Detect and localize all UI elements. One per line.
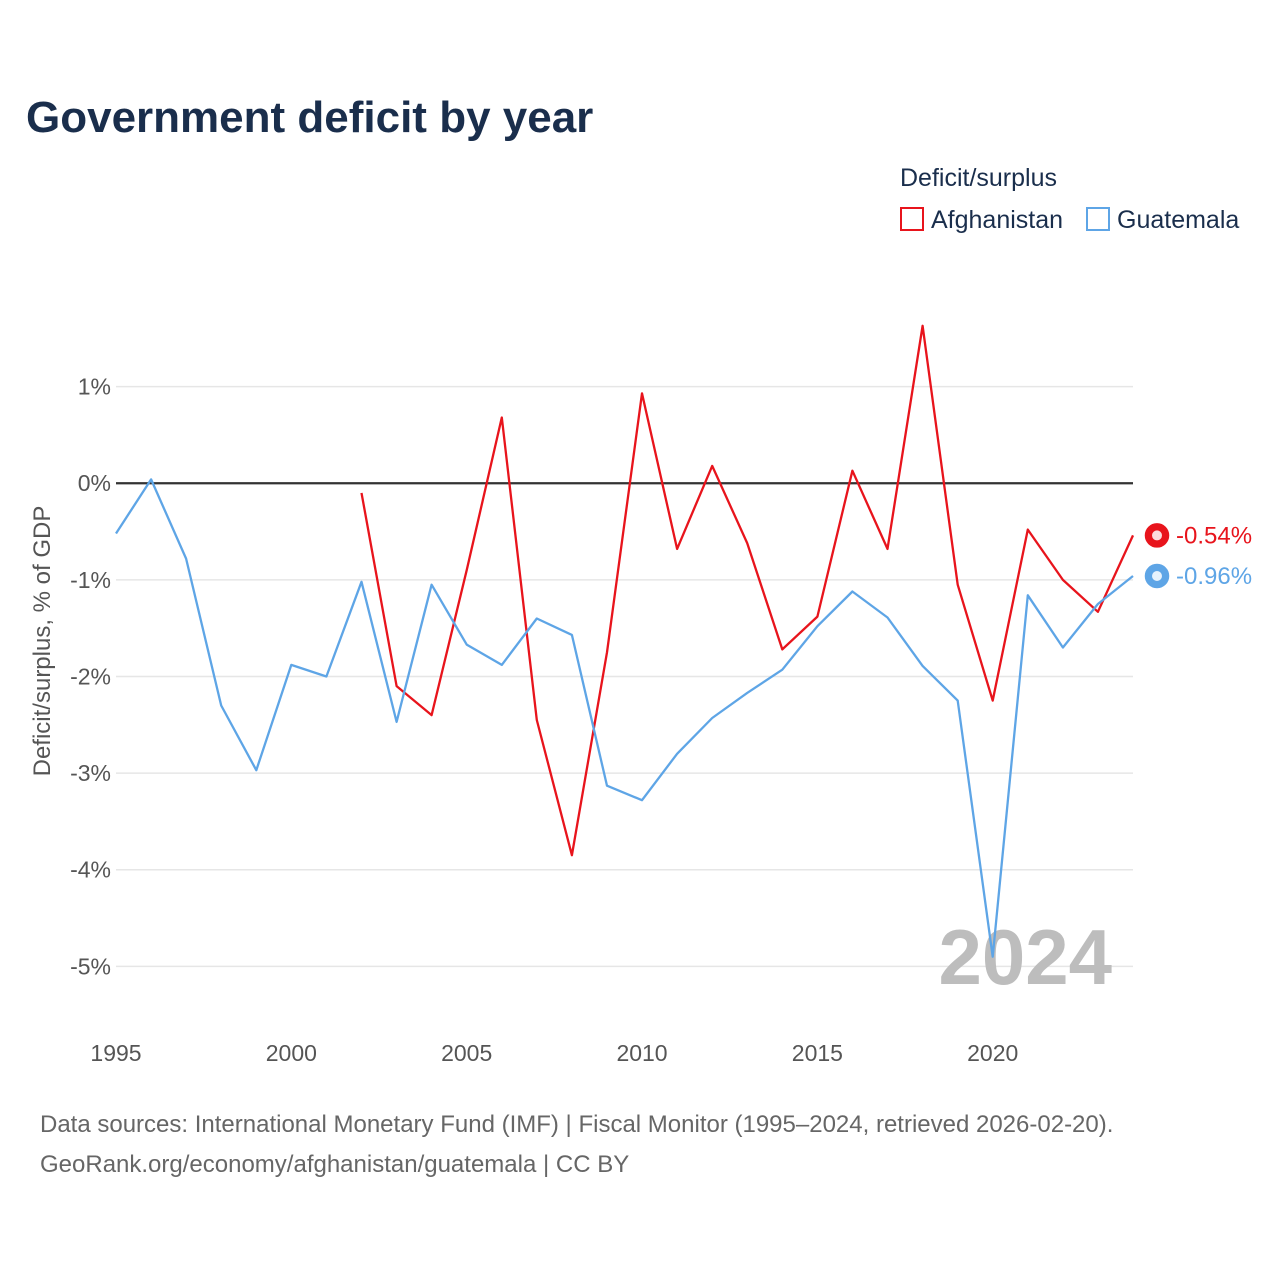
y-tick-label-0: 0% — [78, 470, 111, 496]
legend-label-afghanistan: Afghanistan — [931, 206, 1063, 234]
x-tick-label-2005: 2005 — [441, 1040, 492, 1066]
y-tick-label-1: 1% — [78, 374, 111, 400]
x-tick-label-2015: 2015 — [792, 1040, 843, 1066]
y-axis-label: Deficit/surplus, % of GDP — [29, 506, 56, 777]
footer-sources: Data sources: International Monetary Fun… — [40, 1111, 1113, 1138]
legend-title: Deficit/surplus — [900, 164, 1057, 192]
series-line-guatemala — [115, 478, 1134, 958]
legend-item-afghanistan[interactable]: Afghanistan — [900, 206, 1063, 234]
end-label-guatemala: -0.96% — [1176, 563, 1252, 590]
end-label-afghanistan: -0.54% — [1176, 522, 1252, 549]
legend-swatch-guatemala — [1086, 207, 1110, 231]
y-tick-label-2: -2% — [70, 663, 111, 689]
series-line-afghanistan — [360, 324, 1135, 857]
y-tick-label-3: -3% — [70, 760, 111, 786]
footer-attribution: GeoRank.org/economy/afghanistan/guatemal… — [40, 1151, 629, 1178]
y-tick-label-5: -5% — [70, 953, 111, 979]
y-tick-label-4: -4% — [70, 857, 111, 883]
x-tick-label-2010: 2010 — [616, 1040, 667, 1066]
y-axis-ticks: 1% 0% -1% -2% -3% -4% -5% — [70, 374, 111, 980]
flag-emblem-icon — [1152, 571, 1162, 581]
x-tick-label-2000: 2000 — [266, 1040, 317, 1066]
series-lines — [115, 324, 1135, 958]
chart-title: Government deficit by year — [26, 93, 593, 142]
legend-label-guatemala: Guatemala — [1117, 206, 1239, 234]
flag-emblem-icon — [1152, 530, 1162, 541]
x-axis-ticks: 1995 2000 2005 2010 2015 2020 — [90, 1040, 1018, 1066]
year-watermark: 2024 — [938, 913, 1112, 1001]
legend-swatch-afghanistan — [900, 207, 924, 231]
grid-lines — [116, 385, 1133, 968]
x-tick-label-1995: 1995 — [90, 1040, 141, 1066]
y-tick-label-1: -1% — [70, 567, 111, 593]
end-marker-guatemala: -0.96% — [1143, 562, 1252, 590]
series-end-labels: -0.54% -0.96% — [1143, 521, 1252, 590]
x-tick-label-2020: 2020 — [967, 1040, 1018, 1066]
end-marker-afghanistan: -0.54% — [1143, 521, 1252, 549]
legend-item-guatemala[interactable]: Guatemala — [1086, 206, 1239, 234]
